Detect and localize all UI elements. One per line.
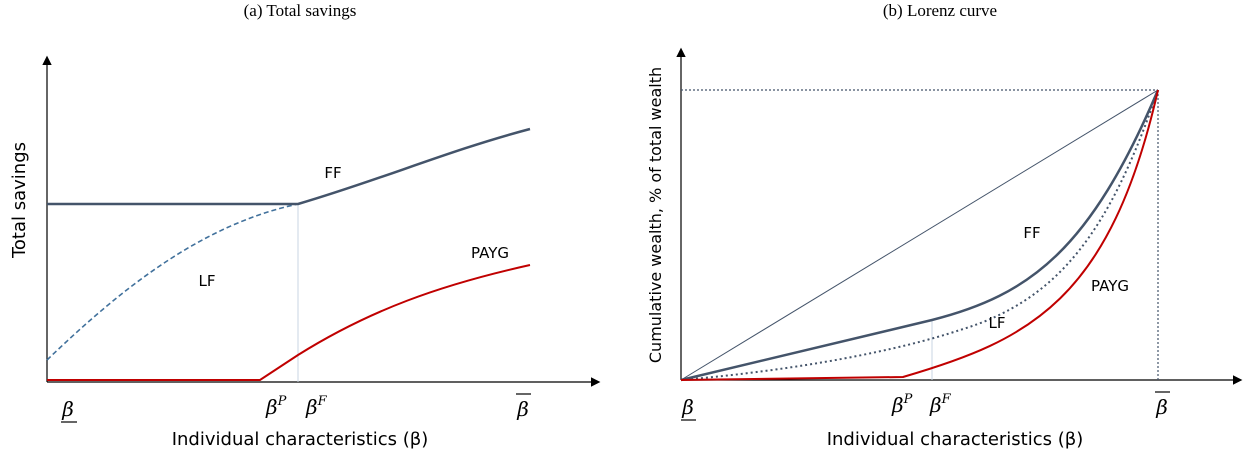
- panel-b: (b) Lorenz curve FF LF PAYG Cumulative w…: [646, 1, 1243, 450]
- payg-curve: [47, 264, 531, 381]
- curve-label: LF: [199, 272, 216, 290]
- tick-label: β: [681, 395, 694, 419]
- lf-curve: [46, 203, 299, 361]
- tick-label: βP: [891, 392, 913, 417]
- equality-line: [680, 89, 1159, 381]
- tick-base: β: [929, 393, 942, 417]
- x-axis-label: Individual characteristics (β): [172, 429, 429, 450]
- curve-label: PAYG: [471, 244, 509, 262]
- curve-label: FF: [324, 164, 341, 182]
- payg-curve: [680, 89, 1159, 381]
- tick-label: βF: [929, 392, 952, 417]
- y-axis-label: Cumulative wealth, % of total wealth: [646, 67, 665, 363]
- ff-curve: [47, 127, 531, 206]
- panel-title: (b) Lorenz curve: [883, 1, 997, 20]
- tick-sup: F: [317, 394, 328, 409]
- ff-curve: [680, 89, 1160, 382]
- curve-label: LF: [989, 314, 1006, 332]
- tick-label: β: [61, 397, 74, 421]
- tick-sup: P: [277, 394, 287, 409]
- tick-base: β: [891, 393, 904, 417]
- y-axis-label: Total savings: [9, 142, 30, 259]
- tick-label: β: [1155, 395, 1168, 419]
- tick-label: β: [516, 397, 529, 421]
- panel-title: (a) Total savings: [244, 1, 357, 20]
- curve-label: FF: [1023, 224, 1040, 242]
- tick-base: β: [265, 395, 278, 419]
- tick-sup: P: [903, 392, 913, 407]
- x-axis-label: Individual characteristics (β): [827, 429, 1084, 450]
- tick-base: β: [305, 395, 318, 419]
- tick-label: βF: [305, 394, 328, 419]
- tick-label: βP: [265, 394, 287, 419]
- curve-label: PAYG: [1091, 277, 1129, 295]
- panel-a: (a) Total savings FF LF PAYG Total savin…: [9, 1, 601, 450]
- tick-sup: F: [941, 392, 952, 407]
